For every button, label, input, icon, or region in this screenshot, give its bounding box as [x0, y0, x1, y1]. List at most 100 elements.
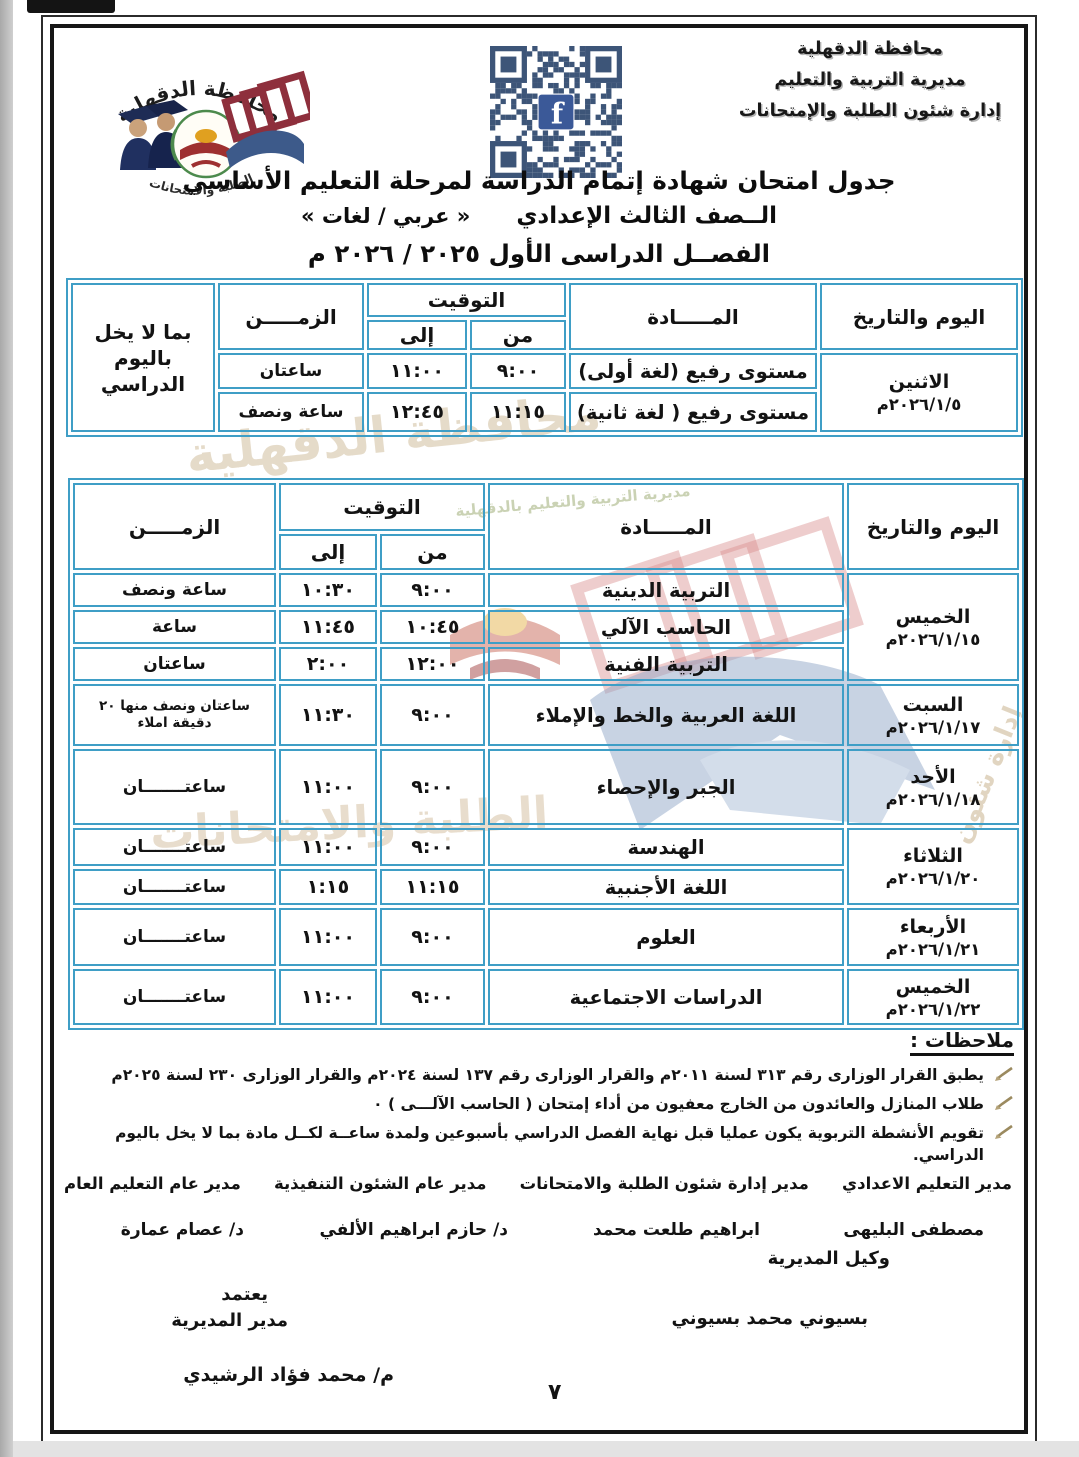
time-from-cell: ١١:١٥ [380, 869, 485, 905]
duration-cell: ساعتـــــــان [73, 828, 276, 866]
track-label: « عربي / لغات » [301, 204, 471, 228]
time-to-cell: ١١:٤٥ [279, 610, 377, 644]
subject-cell: الجبر والإحصاء [488, 749, 844, 825]
duration-header: الزمـــــن [73, 483, 276, 570]
day-name: الأحد [910, 765, 956, 788]
day-date-header: اليوم والتاريخ [820, 283, 1018, 350]
time-from-cell: ٩:٠٠ [380, 684, 485, 746]
time-to-cell: ١١:٠٠ [279, 828, 377, 866]
day-cell: السبت ٢٠٢٦/١/١٧م [847, 684, 1019, 746]
day-name: الخميس [895, 975, 971, 998]
signature-titles-row: مدير التعليم الاعدادي مدير إدارة شئون ال… [64, 1174, 1012, 1193]
graduates-icon [118, 100, 188, 170]
signature-name: مصطفى البليهى [843, 1220, 984, 1240]
duration-cell: ساعة ونصف [73, 573, 276, 607]
day-name: الاثنين [888, 371, 950, 393]
time-to-cell: ١١:٣٠ [279, 684, 377, 746]
signature-name: ابراهيم طلعت محمد [592, 1220, 760, 1240]
time-to-cell: ١٠:٣٠ [279, 573, 377, 607]
duration-cell: ساعتـــــــان [73, 749, 276, 825]
directorate-name: مديرية التربية والتعليم [774, 70, 966, 90]
note-text: طلاب المنازل والعائدون من الخارج معفيون … [373, 1095, 984, 1113]
note-item: يطبق القرار الوزارى رقم ٣١٣ لسنة ٢٠١١م و… [66, 1064, 1014, 1086]
deputy-title: وكيل المديرية [767, 1248, 890, 1269]
scan-bottom-strip [0, 1441, 1079, 1457]
notes-section: ملاحظات : يطبق القرار الوزارى رقم ٣١٣ لس… [66, 1028, 1014, 1173]
side-note-cell: بما لا يخل باليوم الدراسي [71, 283, 215, 432]
term-title: الفصــل الدراسى الأول ٢٠٢٥ / ٢٠٢٦ م [307, 239, 771, 268]
day-date: ٢٠٢٦/١/١٧م [885, 717, 981, 737]
duration-cell: ساعتـــــــان [73, 869, 276, 905]
day-cell: الثلاثاء ٢٠٢٦/١/٢٠م [847, 828, 1019, 905]
duration-cell: ساعتـــــــان [73, 969, 276, 1025]
time-from-cell: ٩:٠٠ [470, 353, 566, 389]
director-name: بسيوني محمد بسيوني [671, 1308, 868, 1329]
time-from-cell: ٩:٠٠ [380, 828, 485, 866]
time-to-cell: ٢:٠٠ [279, 647, 377, 681]
day-date: ٢٠٢٦/١/١٨م [885, 789, 981, 809]
subject-cell: مستوى رفيع (لغة أولى) [569, 353, 817, 389]
time-from-cell: ١١:١٥ [470, 392, 566, 432]
timing-header: التوقيت [367, 283, 566, 317]
time-from-cell: ٩:٠٠ [380, 573, 485, 607]
governorate-name: محافظة الدقهلية [797, 39, 943, 59]
day-cell: الخميس ٢٠٢٦/١/١٥م [847, 573, 1019, 681]
day-name: الأربعاء [899, 915, 967, 938]
exam-table-monday: اليوم والتاريخ المـــــادة التوقيت الزمــــ… [66, 278, 1023, 437]
day-cell: الخميس ٢٠٢٦/١/٢٢م [847, 969, 1019, 1025]
signature-title: مدير إدارة شئون الطلبة والامتحانات [519, 1174, 809, 1193]
subject-cell: الدراسات الاجتماعية [488, 969, 844, 1025]
writing-hand-icon [994, 1066, 1014, 1086]
subject-cell: التربية الدينية [488, 573, 844, 607]
blue-swoosh-icon [226, 130, 304, 168]
approval-label: يعتمد [221, 1284, 268, 1305]
writing-hand-icon [994, 1095, 1014, 1115]
signature-title: مدير عام التعليم العام [64, 1174, 241, 1193]
time-to-cell: ١:١٥ [279, 869, 377, 905]
administration-name: إدارة شئون الطلبة والإمتحانات [738, 101, 1002, 121]
duration-cell: ساعة [73, 610, 276, 644]
exam-table-main: اليوم والتاريخ المـــــادة التوقيت الزمــــ… [68, 478, 1024, 1030]
duration-header: الزمـــــن [218, 283, 364, 350]
subject-cell: اللغة الأجنبية [488, 869, 844, 905]
writing-hand-icon [994, 1124, 1014, 1144]
from-header: من [380, 534, 485, 570]
subject-cell: التربية الفنية [488, 647, 844, 681]
time-to-cell: ١١:٠٠ [367, 353, 467, 389]
subject-cell: العلوم [488, 908, 844, 966]
emblem-icon [170, 109, 242, 179]
subject-header: المـــــادة [488, 483, 844, 570]
day-name: السبت [902, 693, 964, 716]
time-to-cell: ١١:٠٠ [279, 749, 377, 825]
subject-cell: الهندسة [488, 828, 844, 866]
director-title: مدير المديرية [171, 1310, 288, 1331]
subject-cell: مستوى رفيع ( لغة ثانية) [569, 392, 817, 432]
qr-code: f [490, 46, 622, 178]
time-to-cell: ١١:٠٠ [279, 969, 377, 1025]
note-item: تقويم الأنشطة التربوية يكون عمليا قبل نه… [66, 1122, 1014, 1166]
to-header: إلى [279, 534, 377, 570]
scan-corner-artifact [27, 0, 115, 13]
duration-cell: ساعتـــــــان [73, 908, 276, 966]
time-from-cell: ٩:٠٠ [380, 969, 485, 1025]
signature-name: د/ عصام عمارة [120, 1220, 244, 1240]
administration-logo: محافظة الدقهلية [88, 52, 318, 220]
page-number: ٧ [548, 1380, 562, 1405]
subject-cell: الحاسب الآلي [488, 610, 844, 644]
time-from-cell: ١٢:٠٠ [380, 647, 485, 681]
day-cell: الاثنين ٢٠٢٦/١/٥م [820, 353, 1018, 432]
day-date: ٢٠٢٦/١/٢٢م [885, 999, 981, 1019]
signature-title: مدير التعليم الاعدادي [842, 1174, 1012, 1193]
time-from-cell: ٩:٠٠ [380, 749, 485, 825]
notes-title: ملاحظات : [909, 1028, 1014, 1056]
signature-name: د/ حازم ابراهيم الألفي [319, 1220, 508, 1240]
grade-title: الــصف الثالث الإعدادي « عربي / لغات » [54, 203, 1024, 229]
books-icon [221, 70, 318, 143]
engineer-name: م/ محمد فؤاد الرشيدي [183, 1364, 394, 1386]
day-date: ٢٠٢٦/١/٢٠م [885, 869, 981, 888]
day-date: ٢٠٢٦/١/٥م [876, 395, 962, 414]
to-header: إلى [367, 320, 467, 350]
time-to-cell: ١١:٠٠ [279, 908, 377, 966]
facebook-icon [538, 94, 574, 130]
signature-title: مدير عام الشئون التنفيذية [273, 1174, 487, 1193]
